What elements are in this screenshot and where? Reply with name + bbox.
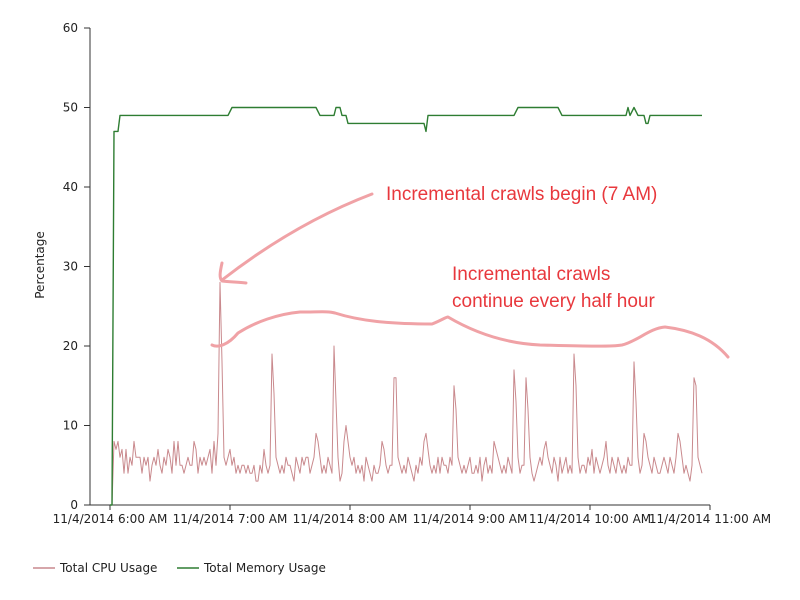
legend: Total CPU Usage Total Memory Usage bbox=[33, 561, 326, 575]
y-axis-label: Percentage bbox=[33, 231, 47, 299]
annotation-begin: Incremental crawls begin (7 AM) bbox=[386, 184, 657, 205]
legend-label-memory: Total Memory Usage bbox=[203, 561, 326, 575]
y-tick-label: 0 bbox=[70, 498, 78, 512]
series-layer bbox=[110, 106, 703, 506]
annotation-trend-line bbox=[210, 310, 730, 359]
x-tick-label: 11/4/2014 11:00 AM bbox=[649, 512, 771, 526]
annotation-continue-line1: Incremental crawls bbox=[452, 264, 610, 285]
axes bbox=[89, 28, 710, 506]
annotation-arrow bbox=[218, 192, 374, 285]
annotations: Incremental crawls begin (7 AM) Incremen… bbox=[210, 184, 730, 359]
x-tick-label: 11/4/2014 6:00 AM bbox=[53, 512, 168, 526]
x-tick-label: 11/4/2014 9:00 AM bbox=[413, 512, 528, 526]
y-tick-label: 60 bbox=[63, 21, 78, 35]
y-tick-label: 50 bbox=[63, 101, 78, 115]
x-tick-label: 11/4/2014 10:00 AM bbox=[529, 512, 651, 526]
y-ticks: 0 10 20 30 40 50 60 bbox=[63, 21, 90, 512]
y-tick-label: 20 bbox=[63, 339, 78, 353]
y-tick-label: 30 bbox=[63, 260, 78, 274]
y-tick-label: 10 bbox=[63, 419, 78, 433]
x-tick-label: 11/4/2014 7:00 AM bbox=[173, 512, 288, 526]
y-tick-label: 40 bbox=[63, 180, 78, 194]
legend-label-cpu: Total CPU Usage bbox=[59, 561, 157, 575]
series-line-cpu bbox=[110, 281, 703, 506]
annotation-continue-line2: continue every half hour bbox=[452, 291, 655, 312]
x-tick-label: 11/4/2014 8:00 AM bbox=[293, 512, 408, 526]
x-ticks: 11/4/2014 6:00 AM 11/4/2014 7:00 AM 11/4/2… bbox=[53, 505, 771, 526]
series-line-memory bbox=[110, 106, 702, 506]
